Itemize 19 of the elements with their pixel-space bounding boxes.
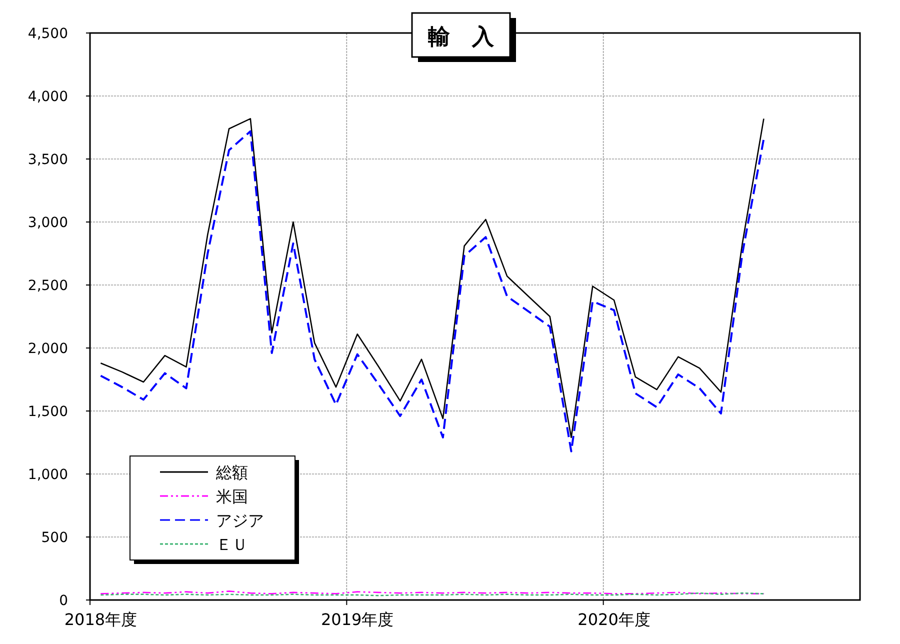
title: 輸 入	[411, 12, 516, 62]
y-tick-label: 3,000	[28, 215, 68, 231]
legend-label: 総額	[215, 463, 248, 482]
y-tick-label: 1,500	[28, 404, 68, 420]
legend-label: ＥＵ	[216, 535, 248, 554]
y-tick-label: 1,000	[28, 467, 68, 483]
x-tick-label: 2018年度	[64, 610, 138, 629]
y-tick-label: 4,000	[28, 89, 68, 105]
chart-title: 輸 入	[427, 25, 495, 50]
y-tick-label: 0	[59, 593, 68, 609]
x-tick-label: 2019年度	[321, 610, 394, 629]
y-tick-label: 2,000	[28, 341, 68, 357]
legend-label: 米国	[216, 487, 248, 506]
legend-label: アジア	[216, 511, 264, 530]
y-tick-label: 4,500	[28, 26, 68, 42]
x-tick-label: 2020年度	[578, 610, 650, 629]
y-tick-label: 500	[41, 530, 68, 546]
y-tick-label: 2,500	[28, 278, 68, 294]
y-tick-label: 3,500	[28, 152, 68, 168]
